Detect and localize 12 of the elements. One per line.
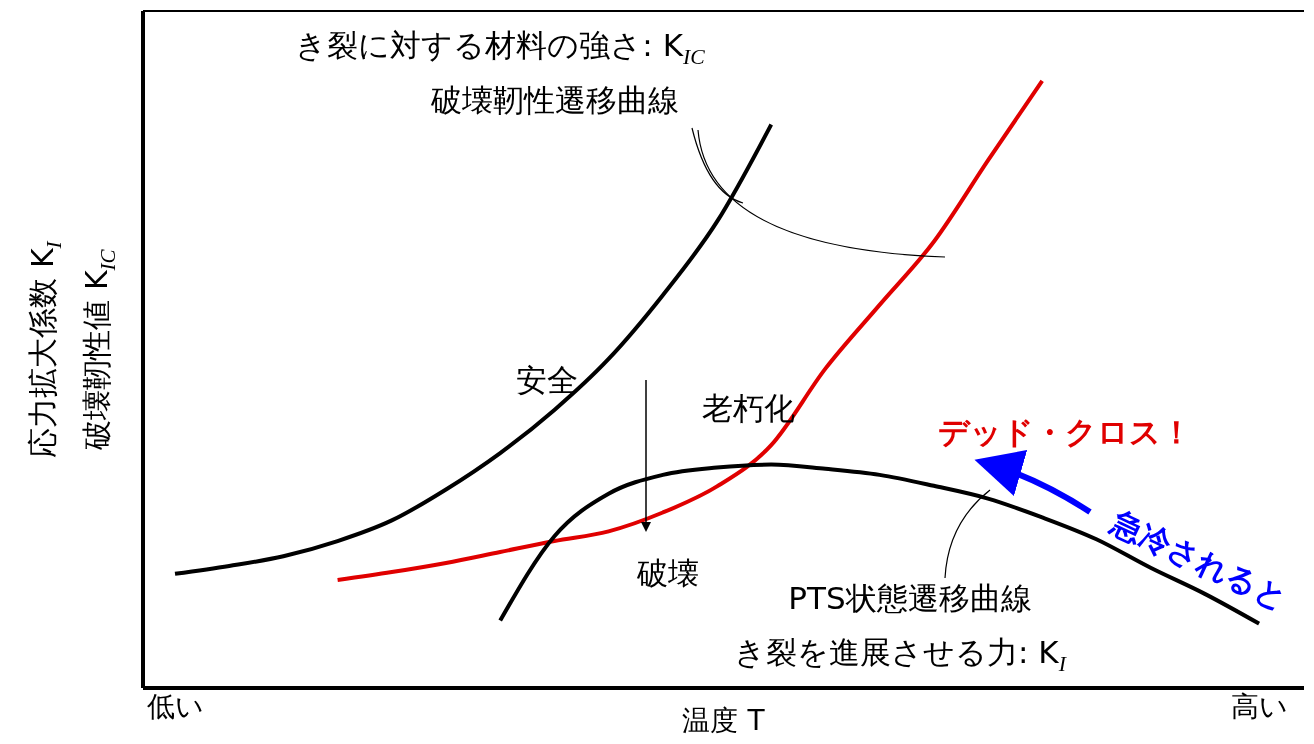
annotation: き裂を進展させる力: K$_{I}$	[734, 634, 1068, 676]
x-tick-label: 低い	[146, 689, 204, 723]
annotation: 急冷されると	[1105, 503, 1294, 617]
annotation: 安全	[516, 362, 578, 398]
annotation: 破壊靭性遷移曲線	[430, 82, 679, 118]
annotation: PTS状態遷移曲線	[788, 580, 1032, 616]
x-tick-label: 高い	[1230, 689, 1288, 723]
x-axis-title: 温度 T	[682, 704, 766, 737]
annotation: デッド・クロス！	[938, 414, 1192, 450]
annotation: 破壊	[636, 555, 699, 591]
annotation: 老朽化	[701, 390, 795, 426]
text: き裂に対する材料の強さ: K$_{IC}$	[295, 27, 706, 69]
